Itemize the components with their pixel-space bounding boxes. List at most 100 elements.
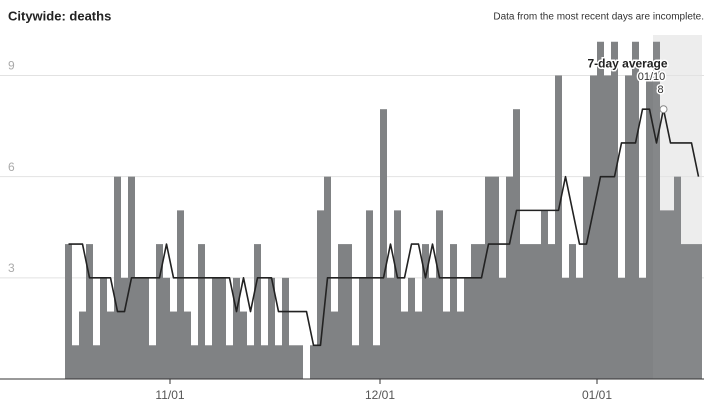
chart-title: Citywide: deaths xyxy=(8,8,111,23)
bar xyxy=(450,244,457,379)
bar xyxy=(65,244,72,379)
bar xyxy=(282,277,289,379)
bar xyxy=(695,244,702,379)
bar xyxy=(429,277,436,379)
bar xyxy=(163,277,170,379)
bar xyxy=(352,345,359,379)
bar xyxy=(387,277,394,379)
bar xyxy=(625,75,632,380)
bar xyxy=(422,244,429,379)
bar xyxy=(548,244,555,379)
bar xyxy=(478,244,485,379)
bar xyxy=(366,210,373,379)
bar xyxy=(674,176,681,379)
bar xyxy=(345,244,352,379)
bar xyxy=(618,277,625,379)
bar xyxy=(219,277,226,379)
bar xyxy=(471,244,478,379)
bar xyxy=(681,244,688,379)
bar xyxy=(205,345,212,379)
bar xyxy=(107,311,114,379)
bar xyxy=(569,244,576,379)
bar xyxy=(653,41,660,380)
bar xyxy=(93,345,100,379)
bar xyxy=(268,277,275,379)
bar xyxy=(135,277,142,379)
bar xyxy=(254,244,261,379)
bar xyxy=(380,109,387,379)
bar xyxy=(149,345,156,379)
bar xyxy=(198,244,205,379)
bar xyxy=(170,311,177,379)
bar xyxy=(590,75,597,380)
bar xyxy=(359,277,366,379)
bar xyxy=(240,311,247,379)
bar xyxy=(513,109,520,379)
bar xyxy=(562,277,569,379)
y-tick-label: 6 xyxy=(8,160,15,174)
bar xyxy=(317,210,324,379)
bar xyxy=(492,176,499,379)
y-tick-label: 9 xyxy=(8,59,15,73)
bar xyxy=(177,210,184,379)
bar xyxy=(485,176,492,379)
bar xyxy=(667,210,674,379)
bar xyxy=(688,244,695,379)
bar xyxy=(632,41,639,380)
bar xyxy=(520,244,527,379)
bar xyxy=(212,277,219,379)
average-line xyxy=(68,108,700,347)
bar xyxy=(534,244,541,379)
annotation-value: 8 xyxy=(657,84,663,96)
bar xyxy=(233,277,240,379)
annotation-marker xyxy=(659,105,668,114)
bar xyxy=(660,210,667,379)
bar xyxy=(611,41,618,380)
bar xyxy=(184,311,191,379)
note: Data from the most recent days are incom… xyxy=(493,12,704,23)
bar xyxy=(555,75,562,380)
x-tick-label: 01/01 xyxy=(582,388,612,402)
bar xyxy=(156,244,163,379)
bar xyxy=(639,277,646,379)
annotation-date: 01/10 xyxy=(638,71,666,83)
bar xyxy=(86,244,93,379)
bar xyxy=(79,311,86,379)
bar xyxy=(541,210,548,379)
bar xyxy=(394,210,401,379)
bar xyxy=(261,345,268,379)
x-tick-label: 12/01 xyxy=(365,388,395,402)
bar xyxy=(457,311,464,379)
bar xyxy=(527,244,534,379)
bar xyxy=(191,345,198,379)
bar xyxy=(114,176,121,379)
bar xyxy=(72,345,79,379)
bar xyxy=(436,210,443,379)
bar xyxy=(121,277,128,379)
bar xyxy=(289,345,296,379)
bar xyxy=(408,277,415,379)
bar xyxy=(506,176,513,379)
bar xyxy=(583,176,590,379)
bar xyxy=(415,311,422,379)
bar xyxy=(464,277,471,379)
bar xyxy=(401,311,408,379)
bar xyxy=(100,277,107,379)
bar xyxy=(597,41,604,380)
bar xyxy=(646,75,653,380)
bar xyxy=(296,345,303,379)
y-tick-label: 3 xyxy=(8,261,15,275)
annotation-label: 7-day average xyxy=(587,56,667,70)
bar xyxy=(226,345,233,379)
bar xyxy=(331,311,338,379)
bar xyxy=(275,345,282,379)
bar xyxy=(247,345,254,379)
bar xyxy=(604,75,611,380)
bar xyxy=(373,345,380,379)
bar xyxy=(310,345,317,379)
bar xyxy=(443,311,450,379)
bar xyxy=(576,277,583,379)
bar xyxy=(142,277,149,379)
bar xyxy=(499,277,506,379)
